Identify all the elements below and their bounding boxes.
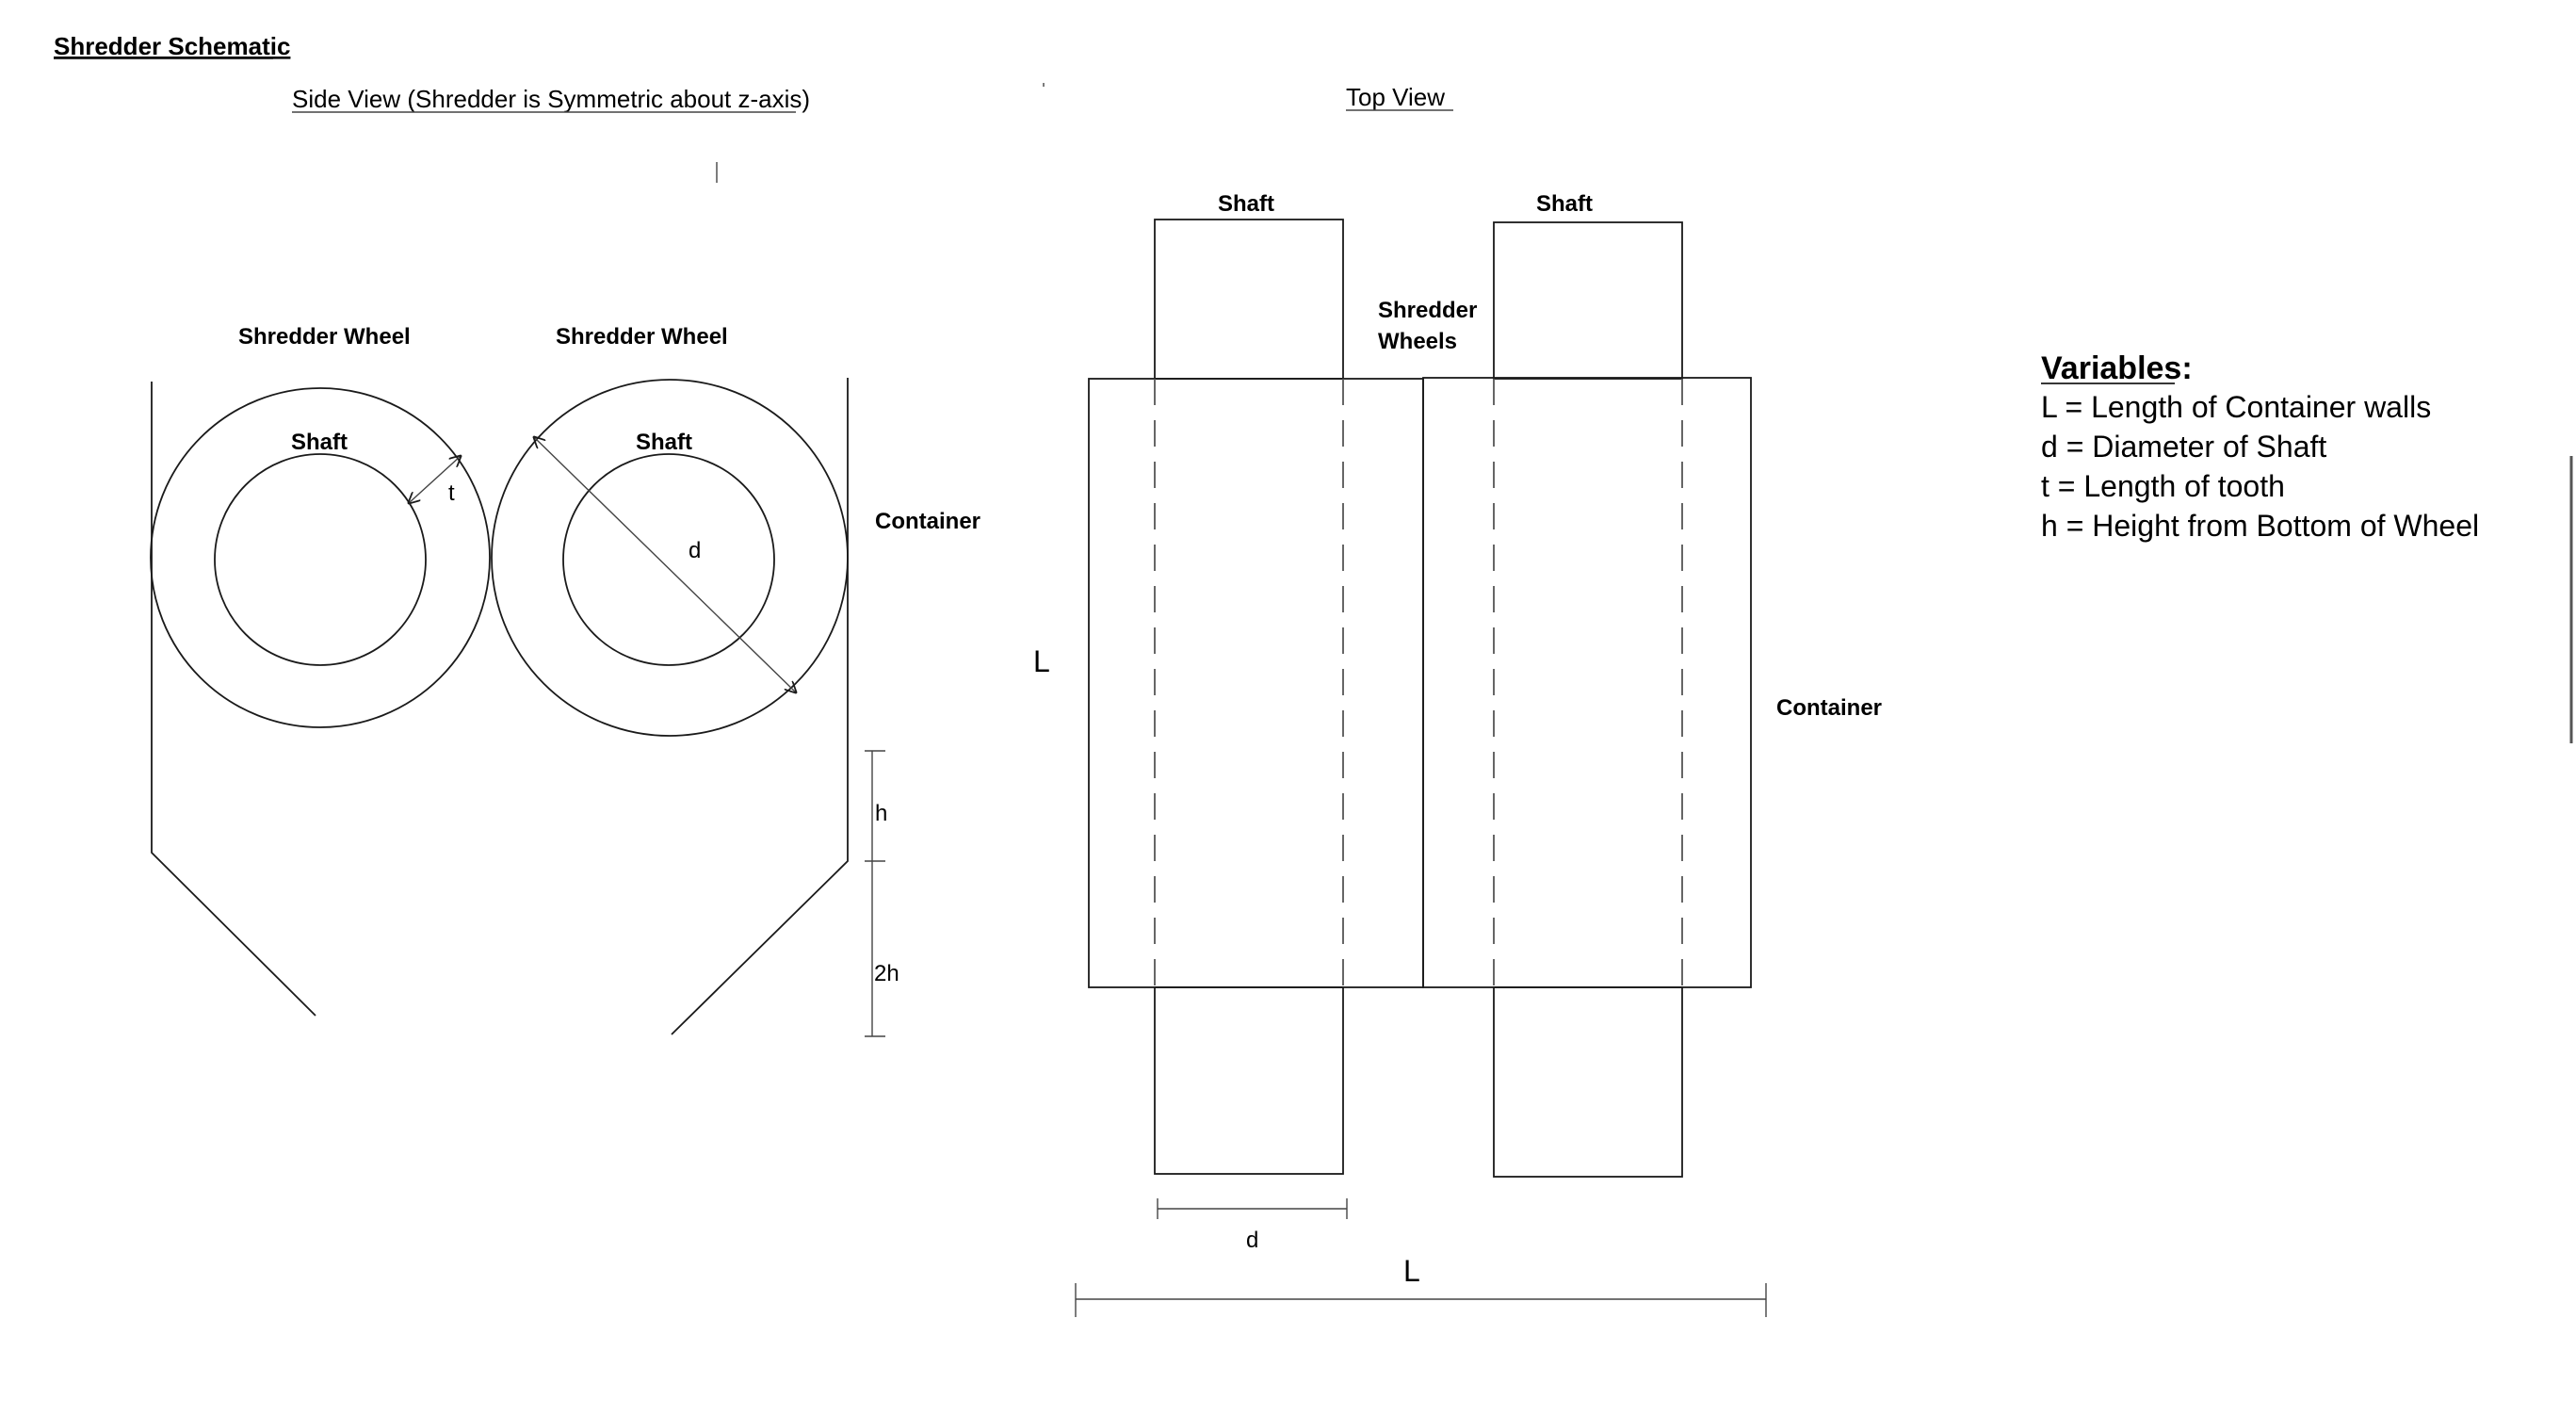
- top-left-shredder-wheel: [1088, 378, 1424, 988]
- variable-item: d = Diameter of Shaft: [2041, 430, 2326, 464]
- top-left-shaft-label: Shaft: [1218, 191, 1274, 217]
- side-left-shaft-circle: [214, 453, 427, 666]
- side-left-wheel-label: Shredder Wheel: [238, 324, 411, 350]
- side-right-wheel-outer-circle: [491, 379, 849, 737]
- side-left-wheel-outer-circle: [150, 387, 491, 728]
- side-right-shaft-label: Shaft: [636, 430, 692, 455]
- top-length-dimension: [1075, 1283, 1767, 1317]
- side-container-label: Container: [875, 509, 980, 534]
- top-left-shaft-upper: [1154, 219, 1344, 380]
- dim-h-label: h: [875, 801, 887, 826]
- top-dim-d-label: d: [1246, 1228, 1258, 1253]
- top-dim-L-side-label: L: [1033, 644, 1050, 678]
- tooth-length-arrow: [409, 456, 461, 503]
- side-left-shredder-wheel: [150, 387, 491, 728]
- top-view-heading: Top View: [1346, 83, 1445, 111]
- top-right-shaft-upper: [1493, 221, 1683, 380]
- side-right-wheel-label: Shredder Wheel: [556, 324, 728, 350]
- variable-item: t = Length of tooth: [2041, 469, 2285, 503]
- top-wheels-label-line2: Wheels: [1378, 329, 1457, 354]
- top-right-shredder-wheel: [1422, 377, 1752, 988]
- top-shaft-diameter-dimension: [1157, 1198, 1348, 1219]
- top-container-label: Container: [1776, 695, 1882, 721]
- schematic-title: Shredder Schematic: [54, 32, 290, 60]
- top-dim-L-bottom-label: L: [1403, 1254, 1420, 1288]
- side-container-left-wall: [151, 382, 316, 1017]
- dim-t-label: t: [448, 480, 455, 506]
- side-view-heading: Side View (Shredder is Symmetric about z…: [292, 85, 810, 113]
- side-left-shaft-label: Shaft: [291, 430, 348, 455]
- side-right-shaft-circle: [562, 453, 775, 666]
- side-container-right-wall: [671, 378, 849, 1035]
- dim-2h-label: 2h: [874, 961, 899, 986]
- top-wheels-label-line1: Shredder: [1378, 298, 1477, 323]
- side-dim-d-label: d: [689, 538, 701, 563]
- top-right-shaft-lower: [1493, 986, 1683, 1178]
- variable-item: h = Height from Bottom of Wheel: [2041, 509, 2479, 543]
- height-dimension: [865, 750, 885, 1037]
- top-right-shaft-label: Shaft: [1536, 191, 1593, 217]
- variables-legend: Variables: L = Length of Container walls…: [2041, 350, 2479, 543]
- variable-item: L = Length of Container walls: [2041, 390, 2431, 424]
- variables-heading: Variables:: [2041, 350, 2193, 386]
- wheel-diameter-arrow: [534, 437, 796, 692]
- top-left-shaft-lower: [1154, 986, 1344, 1175]
